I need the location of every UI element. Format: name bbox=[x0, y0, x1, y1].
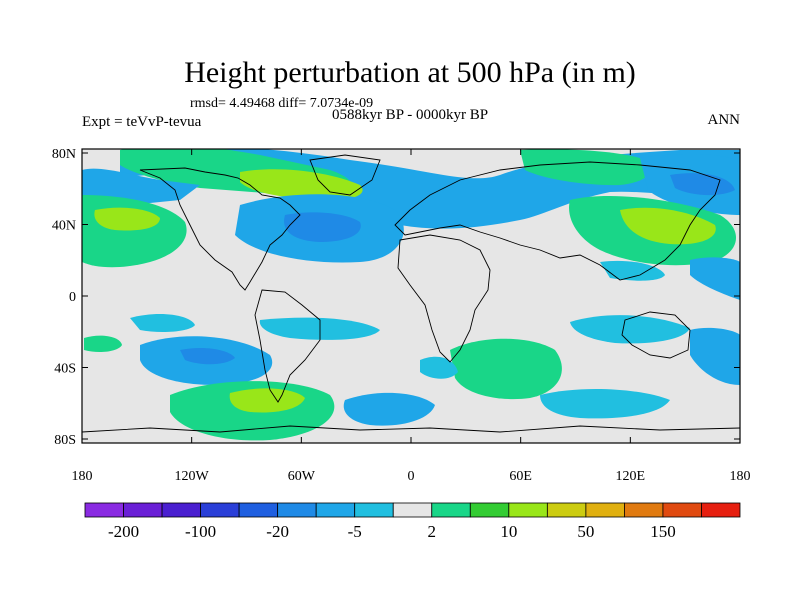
colorbar-label: -5 bbox=[348, 522, 362, 541]
lat-tick-label: 0 bbox=[69, 290, 76, 305]
colorbar-boxes bbox=[84, 502, 741, 518]
colorbar-label: 150 bbox=[650, 522, 676, 541]
lon-tick-label: 120W bbox=[175, 469, 210, 484]
coastline-greenland bbox=[309, 154, 381, 196]
colorbar-box bbox=[161, 502, 201, 518]
lon-tick-label: 180 bbox=[730, 469, 751, 484]
lat-tick-label: 40S bbox=[54, 362, 76, 377]
contour-blue-south-pacific-west bbox=[130, 314, 195, 333]
lon-tick-label: 120E bbox=[616, 469, 646, 484]
coastline-eurasia bbox=[394, 161, 721, 281]
contour-blue-southwest-pacific bbox=[690, 327, 740, 385]
season-label: ANN bbox=[708, 112, 741, 128]
map-panel: 80N 40N 0 40S 80S 180 120W 60W 0 60E 120E 180 bbox=[52, 147, 751, 484]
figure-title: Height perturbation at 500 hPa (in m) bbox=[184, 56, 636, 89]
coastline-australia bbox=[621, 311, 691, 359]
contour-darkblue-north-atlantic bbox=[284, 212, 361, 242]
colorbar-box bbox=[200, 502, 240, 518]
lat-ticks: 80N 40N 0 40S 80S bbox=[52, 147, 740, 448]
contour-lime-drake-passage bbox=[229, 388, 305, 413]
experiment-label: Expt = teVvP-tevua bbox=[82, 114, 202, 130]
colorbar-box bbox=[354, 502, 394, 518]
contour-green-south-atlantic bbox=[450, 338, 562, 400]
lat-tick-label: 80S bbox=[54, 433, 76, 448]
contour-lime-japan bbox=[620, 207, 716, 245]
contour-blue-south-atlantic-rim bbox=[420, 356, 458, 379]
colorbar-label: -200 bbox=[108, 522, 139, 541]
contour-blue-canada bbox=[82, 168, 200, 205]
colorbar-label: -20 bbox=[266, 522, 289, 541]
lon-ticks: 180 120W 60W 0 60E 120E 180 bbox=[72, 149, 751, 484]
colorbar-box bbox=[624, 502, 664, 518]
contour-darkblue-south-pacific bbox=[180, 347, 235, 365]
contour-blue-indian-ocean bbox=[570, 315, 690, 344]
lat-tick-label: 40N bbox=[52, 219, 76, 234]
contour-green-europe bbox=[520, 149, 651, 186]
colorbar-box bbox=[662, 502, 702, 518]
colorbar-box bbox=[277, 502, 317, 518]
coastlines bbox=[82, 154, 740, 433]
coastline-north-america bbox=[139, 167, 301, 291]
colorbar-box bbox=[238, 502, 279, 518]
colorbar-box bbox=[84, 502, 124, 518]
colorbar-box bbox=[431, 502, 471, 518]
colorbar-box bbox=[508, 502, 548, 518]
contour-blue-tropical-pacific bbox=[600, 260, 665, 281]
contour-blue-southern-ocean-indian bbox=[540, 388, 670, 419]
lon-tick-label: 60E bbox=[509, 469, 532, 484]
lon-tick-label: 0 bbox=[408, 469, 415, 484]
colorbar-box bbox=[315, 502, 356, 518]
colorbar-box bbox=[469, 502, 510, 518]
coastline-south-america bbox=[254, 289, 321, 403]
colorbar-label: -100 bbox=[185, 522, 216, 541]
coastline-africa bbox=[397, 234, 491, 363]
colorbar-box bbox=[123, 502, 163, 518]
contour-blue-southern-ocean-atlantic bbox=[343, 392, 435, 426]
contour-blue-north-pacific bbox=[690, 257, 740, 300]
contour-lime-east-pacific bbox=[94, 207, 160, 231]
stats-label: rmsd= 4.49468 diff= 7.0734e-09 bbox=[190, 96, 373, 111]
contour-fills bbox=[82, 149, 740, 441]
lon-tick-label: 60W bbox=[288, 469, 316, 484]
colorbar: -200 -100 -20 -5 2 10 50 150 bbox=[84, 502, 741, 541]
colorbar-label: 50 bbox=[577, 522, 594, 541]
period-label: 0588kyr BP - 0000kyr BP bbox=[332, 107, 488, 123]
contour-darkblue-siberia bbox=[670, 173, 735, 196]
colorbar-label: 10 bbox=[500, 522, 517, 541]
coastline-antarctica bbox=[82, 425, 740, 433]
colorbar-box bbox=[701, 502, 741, 518]
colorbar-box bbox=[546, 502, 587, 518]
lon-tick-label: 180 bbox=[72, 469, 93, 484]
colorbar-labels: -200 -100 -20 -5 2 10 50 150 bbox=[108, 522, 676, 541]
contour-green-south-pacific bbox=[84, 335, 122, 353]
colorbar-box bbox=[392, 502, 433, 518]
lat-tick-label: 80N bbox=[52, 147, 76, 162]
colorbar-box bbox=[585, 502, 625, 518]
colorbar-label: 2 bbox=[428, 522, 437, 541]
